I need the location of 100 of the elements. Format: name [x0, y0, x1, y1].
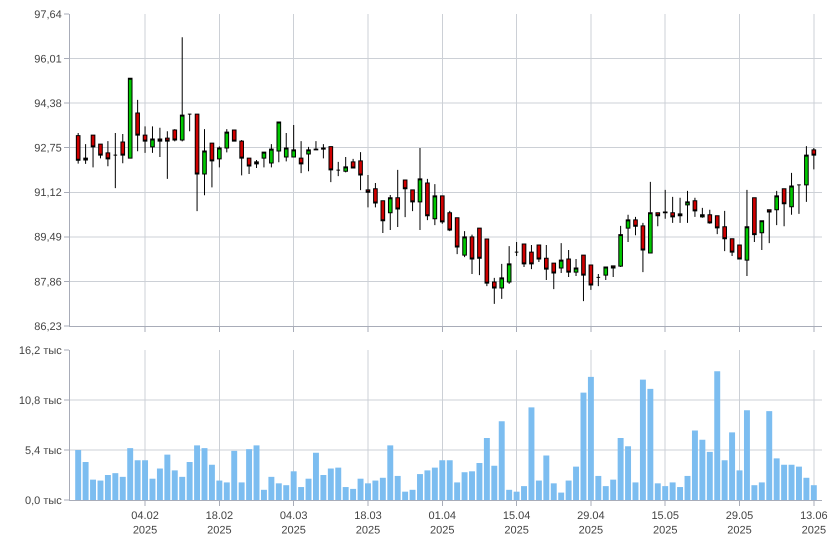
candlestick [380, 200, 386, 234]
candlestick [722, 210, 727, 252]
candlestick [366, 174, 370, 208]
candlestick [202, 128, 207, 196]
candlestick [76, 132, 80, 164]
candlestick [804, 146, 809, 202]
candlestick [462, 230, 467, 258]
candlestick [291, 124, 296, 158]
x-tick-label: 13.06 2025 [800, 510, 828, 536]
candlestick [544, 244, 549, 281]
candlestick [714, 215, 720, 235]
candlestick [588, 264, 594, 290]
candlestick [678, 197, 682, 224]
x-tick-label: 29.04 2025 [577, 510, 605, 536]
candlestick [626, 214, 630, 243]
candlestick [574, 258, 578, 276]
candlestick [425, 178, 430, 221]
candlestick [812, 147, 816, 170]
candlestick [314, 140, 318, 150]
candlestick [596, 274, 601, 287]
candlestick [618, 225, 623, 268]
x-tick-label: 15.04 2025 [502, 510, 530, 536]
candlestick [782, 188, 786, 227]
candlestick [662, 189, 668, 220]
candlestick [470, 234, 474, 275]
candlestick [194, 114, 200, 212]
candlestick [262, 152, 266, 168]
candlestick [210, 142, 214, 188]
candlestick [796, 184, 802, 214]
candlestick [224, 128, 230, 153]
candlestick [135, 99, 140, 152]
candlestick [766, 209, 772, 244]
y-tick-label: 91,12 [34, 187, 62, 200]
candlestick [700, 207, 705, 218]
candlestick [707, 209, 712, 224]
candlestick [410, 189, 415, 212]
candlestick [492, 277, 497, 304]
x-tick-label: 04.02 2025 [131, 510, 159, 536]
candlestick [789, 172, 794, 216]
candlestick [306, 146, 311, 172]
x-tick-label: 15.05 2025 [651, 510, 679, 536]
candlestick [217, 146, 222, 168]
candlestick [529, 244, 534, 270]
candlestick [477, 228, 482, 276]
candlestick [128, 78, 133, 159]
x-tick-label: 18.03 2025 [354, 510, 382, 536]
candlestick [269, 144, 274, 168]
candlestick [670, 196, 675, 224]
candlestick [610, 265, 616, 278]
candlestick [373, 182, 378, 208]
candlestick [418, 147, 422, 231]
candlestick [246, 158, 252, 174]
candlestick [358, 152, 363, 191]
candlestick [276, 122, 282, 163]
y-tick-label: 89,49 [34, 232, 62, 244]
candlestick [648, 181, 653, 254]
candlestick [730, 238, 734, 256]
candlestick [150, 126, 155, 154]
candlestick [321, 144, 326, 159]
candlestick [120, 134, 126, 164]
x-tick-label: 01.04 2025 [428, 510, 456, 536]
candlestick [752, 197, 757, 243]
y-tick-label: 5,4 тыс [25, 444, 62, 457]
candlestick [98, 144, 103, 159]
candlestick [336, 161, 341, 177]
candlestick [350, 158, 356, 168]
y-tick-label: 16,2 тыс [18, 344, 62, 357]
candlestick [484, 238, 490, 287]
candlestick [744, 189, 750, 276]
candlestick [343, 156, 348, 173]
candlestick [737, 244, 742, 260]
candlestick [536, 244, 542, 263]
candlestick [239, 140, 244, 176]
candlestick [142, 126, 148, 154]
y-tick-label: 10,8 тыс [18, 394, 62, 407]
candlestick [284, 132, 289, 162]
candlestick [165, 130, 170, 180]
x-tick-label: 18.02 2025 [206, 510, 234, 536]
candlestick [395, 169, 400, 228]
candlestick [254, 160, 259, 168]
y-tick-label: 0,0 тыс [25, 494, 62, 507]
candlestick [454, 217, 460, 255]
candlestick [402, 179, 408, 218]
candlestick [774, 190, 779, 226]
candlestick [388, 194, 393, 231]
candlestick [180, 36, 185, 142]
candlestick [432, 184, 438, 226]
y-tick-label: 96,01 [34, 53, 62, 66]
candlestick [640, 222, 646, 273]
candlestick [551, 262, 556, 290]
y-tick-label: 86,23 [34, 320, 62, 333]
y-tick-label: 94,38 [34, 98, 62, 110]
candlestick [603, 266, 608, 281]
candlestick [558, 242, 564, 274]
y-tick-label: 87,86 [34, 276, 62, 288]
candlestick [633, 216, 638, 236]
candlestick [187, 114, 192, 132]
candlestick [106, 140, 110, 167]
y-tick-label: 92,75 [34, 142, 62, 155]
candlestick [759, 220, 764, 250]
